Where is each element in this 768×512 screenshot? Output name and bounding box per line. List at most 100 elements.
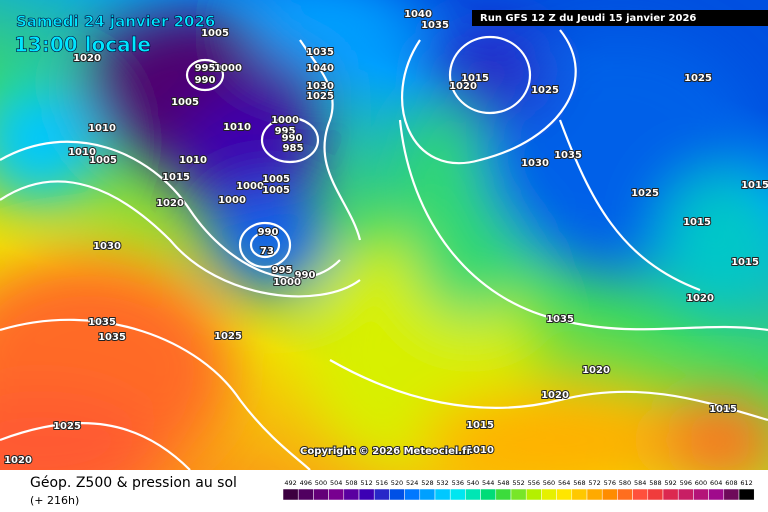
isobar-label: 1020 [541,390,569,401]
footer-lead: (+ 216h) [30,494,79,507]
isobar-label: 1015 [162,172,190,183]
isobar-label: 990 [258,227,279,238]
color-scale: 492 496 500 504 508 512 516 520 524 528 532 536 540 5… [282,479,755,501]
isobar-label: 1025 [684,73,712,84]
isobar-label: 1035 [98,332,126,343]
isobar-label: 1015 [731,257,759,268]
isobar-label: 1010 [223,122,251,133]
scale-swatch [480,488,497,501]
isobar [0,180,361,298]
scale-swatch [282,488,299,501]
scale-label: 560 [543,479,555,487]
isobar [238,221,292,269]
scale-swatch [601,488,618,501]
isobar [249,231,281,259]
scale-label: 612 [740,479,752,487]
isobar [398,119,768,332]
isobar-label: 73 [260,246,274,257]
scale-label: 492 [284,479,296,487]
isobar-label: 1025 [306,91,334,102]
isobar-label: 1025 [631,188,659,199]
scale-label: 552 [512,479,524,487]
isobar-label: 1010 [88,123,116,134]
scale-swatch [632,488,649,501]
scale-swatch [297,488,314,501]
isobar-label: 1015 [683,217,711,228]
isobar-label: 1015 [709,404,737,415]
isobar-label: 1020 [449,81,477,92]
isobar-label: 1035 [306,47,334,58]
isobar-label: 1000 [218,195,246,206]
scale-label: 516 [376,479,388,487]
isobar [185,58,225,92]
isobar-label: 1000 [214,63,242,74]
footer-title: Géop. Z500 & pression au sol [30,475,237,491]
isobar [0,318,311,471]
isobar-label: 1000 [236,181,264,192]
scale-swatch [525,488,542,501]
isobar-label: 1005 [201,28,229,39]
scale-swatch [738,488,755,501]
scale-swatch [586,488,603,501]
run-box [472,10,768,26]
scale-swatch [571,488,588,501]
isobar-label: 1010 [68,147,96,158]
scale-label: 540 [467,479,479,487]
scale-label: 556 [528,479,540,487]
isobar-label: 995 [272,265,293,276]
scale-label: 608 [725,479,737,487]
scale-label: 500 [315,479,327,487]
time-label: 13:00 locale [14,33,151,57]
isobar-label: 995 [195,63,216,74]
isobar-label: 1030 [93,241,121,252]
scale-label: 528 [421,479,433,487]
isobar-label: 1025 [531,85,559,96]
isobar-label: 990 [295,270,316,281]
scale-label: 512 [360,479,372,487]
scale-label: 572 [588,479,600,487]
scale-swatch [556,488,573,501]
scale-label: 524 [406,479,418,487]
scale-label: 520 [391,479,403,487]
scale-label: 536 [452,479,464,487]
scale-label: 496 [300,479,312,487]
scale-swatch [373,488,390,501]
scale-label: 588 [649,479,661,487]
isobar-label: 1040 [404,9,432,20]
isobar-label: 1020 [4,455,32,466]
scale-label: 580 [619,479,631,487]
isobar-label: 1040 [306,63,334,74]
run-label: Run GFS 12 Z du Jeudi 15 janvier 2026 [480,13,696,24]
scale-label: 544 [482,479,494,487]
scale-swatch [328,488,345,501]
scale-swatch [541,488,557,501]
scale-label: 504 [330,479,342,487]
isobar-label: 1015 [461,73,489,84]
scale-swatch [647,488,664,501]
isobar-label: 1020 [686,293,714,304]
isobar-label: 1015 [466,420,494,431]
isobar-label: 1005 [262,185,290,196]
copyright: Copyright © 2026 Meteociel.fr [300,446,471,457]
scale-label: 604 [710,479,722,487]
scale-swatch [419,488,436,501]
scale-swatch [358,488,375,501]
date-label: Samedi 24 janvier 2026 [16,13,215,31]
isobar-lines [0,29,768,471]
scale-swatch [495,488,512,501]
isobar-label: 990 [195,75,216,86]
isobar-label: 985 [283,143,304,154]
isobar-label: 1035 [88,317,116,328]
isobar [0,140,341,280]
scale-swatch [708,488,725,501]
isobar-label: 1005 [89,155,117,166]
scale-label: 600 [695,479,707,487]
scale-swatch [723,488,740,501]
isobar-label: 1005 [262,174,290,185]
isobar-labels: 1005102099510009901005101010009959909851… [3,8,768,467]
isobar [260,116,320,164]
scale-swatch [677,488,694,501]
